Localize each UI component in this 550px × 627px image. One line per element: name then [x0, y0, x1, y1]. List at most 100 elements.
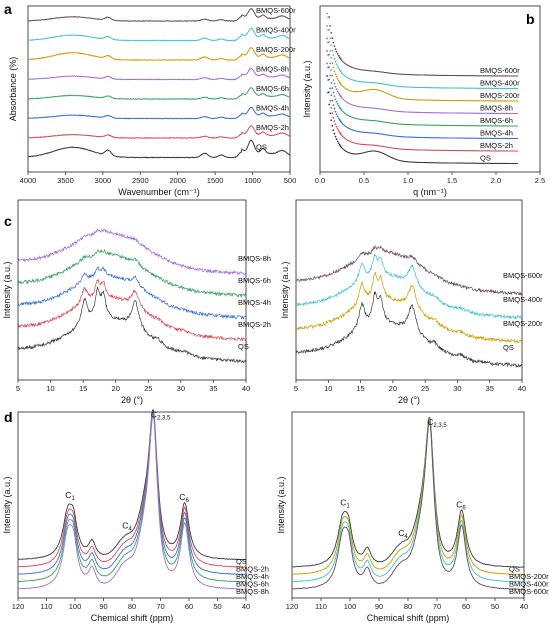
data-point [332, 41, 335, 44]
series-label-bmqs-4h: BMQS-4h [236, 572, 269, 581]
x-tick-label: 70 [433, 602, 441, 611]
series-line-bmqs-6h [338, 107, 518, 127]
peak-label: C4 [398, 528, 408, 540]
series-line-bmqs-200r [338, 81, 518, 102]
data-point [338, 143, 341, 146]
x-tick-label: 80 [404, 602, 412, 611]
data-point [327, 79, 329, 81]
data-point [330, 44, 333, 47]
series-label-bmqs-8h: BMQS-8h [236, 587, 269, 596]
series-label-bmqs-8h: BMQS-8h [256, 65, 289, 74]
series-line-bmqs-600r [295, 244, 523, 296]
data-point [326, 75, 328, 77]
peak-label: C2,3,5 [151, 410, 171, 422]
peak-label: C1 [65, 490, 75, 502]
data-point [339, 95, 342, 98]
x-tick-label: 20 [389, 384, 397, 393]
x-tick-label: 10 [324, 384, 332, 393]
data-point [326, 50, 328, 52]
data-point [330, 81, 333, 84]
data-point [338, 56, 341, 59]
series-line-bmqs-6h [17, 413, 247, 583]
plot-frame [319, 5, 541, 173]
x-tick-label: 50 [213, 602, 221, 611]
y-axis-label: Absorbance (%) [8, 57, 18, 122]
panel-letter-c: c [4, 213, 12, 229]
series-label-bmqs-600r: BMQS-600r [503, 271, 543, 280]
data-point [339, 132, 342, 135]
data-point [336, 52, 339, 55]
peak-label: C6 [456, 499, 466, 511]
data-point [333, 45, 336, 48]
x-tick-label: 5 [16, 384, 20, 393]
data-point [337, 92, 340, 95]
series-line-bmqs-4h [17, 266, 246, 320]
x-axis-label: Wavenumber (cm⁻¹) [118, 187, 199, 197]
x-tick-label: 35 [209, 384, 217, 393]
x-tick-label: 2000 [169, 176, 186, 185]
series-label-bmqs-600r: BMQS-600r [480, 66, 520, 75]
data-point [332, 79, 335, 81]
data-point [337, 67, 340, 70]
x-axis-label: q (nm⁻¹) [413, 187, 447, 197]
series-label-bmqs-2h: BMQS-2h [238, 320, 271, 329]
x-tick-label: 50 [491, 602, 499, 611]
data-point [335, 88, 338, 91]
data-point [329, 37, 332, 40]
series-line-bmqs-400r [338, 69, 518, 90]
panel-b: 0.0 0.5 1.0 1.5 2.0 2.5 q (nm⁻¹) Intensity (a.u… [302, 5, 545, 197]
panel-letter-b: b [526, 11, 535, 27]
x-axis-label: 2θ (°) [121, 395, 143, 405]
data-point [335, 100, 338, 103]
data-point [329, 87, 332, 90]
series-label-bmqs-200r: BMQS-200r [503, 319, 543, 328]
series-line-bmqs-8h [18, 227, 246, 276]
data-point [332, 54, 335, 56]
data-point [330, 56, 333, 59]
data-point [339, 145, 342, 148]
x-tick-label: 90 [99, 602, 107, 611]
series-line-bmqs-2h [27, 125, 291, 139]
data-point [335, 125, 338, 128]
series-label-qs: QS [509, 565, 520, 574]
data-point [329, 49, 332, 52]
data-point [330, 69, 333, 72]
series-label-bmqs-2h: BMQS-2h [480, 141, 513, 150]
series-label-bmqs-400r: BMQS-400r [256, 26, 296, 35]
data-point [327, 91, 329, 94]
series-label-bmqs-8h: BMQS-8h [480, 104, 513, 113]
series-line-qs [291, 417, 525, 568]
data-point [330, 94, 333, 97]
series-label-bmqs-4h: BMQS-4h [480, 129, 513, 138]
series-label-bmqs-600r: BMQS-600r [256, 6, 296, 15]
series-line-qs [27, 139, 291, 159]
x-tick-label: 2.0 [491, 176, 501, 185]
data-point [330, 119, 333, 122]
x-tick-label: 60 [462, 602, 470, 611]
x-tick-label: 35 [486, 384, 494, 393]
y-axis-label: Intensity (a.u.) [2, 261, 12, 318]
y-axis-label: Intensity (a.u.) [302, 60, 312, 117]
x-tick-label: 120 [12, 602, 25, 611]
series-line-bmqs-600r [27, 7, 291, 22]
series-line-bmqs-2h [17, 411, 246, 568]
x-axis-label: Chemical shift (ppm) [367, 613, 450, 623]
series-label-bmqs-6h: BMQS-6h [256, 84, 289, 93]
data-point [326, 12, 328, 15]
x-axis-label: Chemical shift (ppm) [91, 613, 174, 623]
series-label-bmqs-400r: BMQS-400r [509, 580, 549, 589]
data-point [338, 68, 341, 71]
series-line-bmqs-400r [291, 419, 525, 583]
data-point [331, 87, 334, 90]
x-tick-label: 40 [242, 384, 250, 393]
data-point [331, 49, 334, 52]
series-label-bmqs-2h: BMQS-2h [236, 565, 269, 574]
data-point [337, 129, 340, 132]
x-tick-label: 60 [185, 602, 193, 611]
series-line-bmqs-2h [17, 279, 246, 342]
data-point [337, 142, 340, 145]
data-point [331, 74, 334, 77]
series-label-qs: QS [480, 154, 491, 163]
series-label-bmqs-6h: BMQS-6h [480, 116, 513, 125]
